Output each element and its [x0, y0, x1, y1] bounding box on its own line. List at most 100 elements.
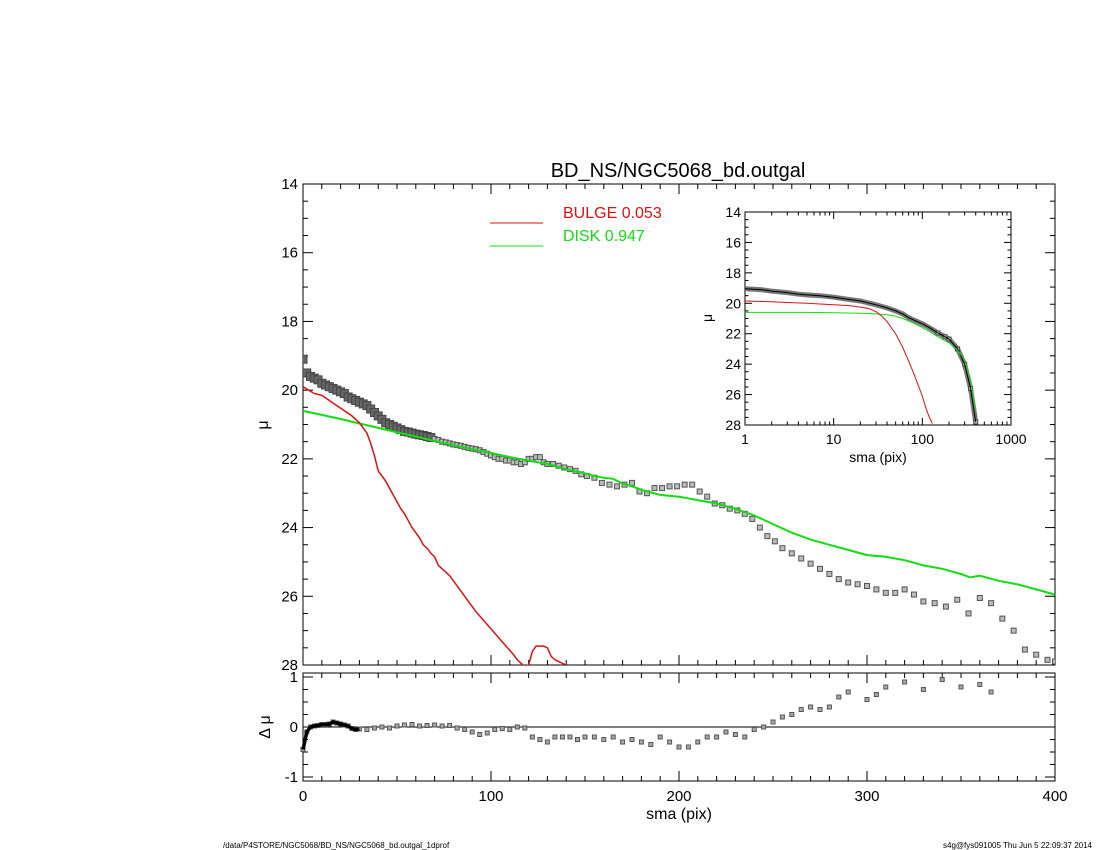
residual-point	[789, 712, 795, 717]
main-data-point	[988, 600, 995, 607]
inset-log-panel: 14 16 18 20 22 24 26 281 10 100 1000 sma (pix) μ	[699, 204, 1027, 465]
residual-point	[704, 734, 710, 740]
residual-point	[761, 724, 767, 730]
residual-point	[779, 714, 785, 720]
main-profile-panel: 14 16 18 20 22 24 26 28 μ BULGE 0.053 DISK 0.947	[255, 176, 1056, 674]
residual-point	[499, 726, 505, 731]
main-data-point	[976, 595, 983, 602]
residual-point	[732, 732, 738, 737]
residual-point	[544, 739, 550, 745]
residual-point	[610, 734, 616, 740]
residual-point	[817, 707, 823, 712]
inset-bulge-line	[745, 300, 933, 424]
main-data-point	[854, 581, 861, 588]
main-data-point	[826, 570, 833, 577]
residual-point	[883, 684, 889, 690]
residual-point	[714, 734, 720, 740]
main-data-point	[901, 586, 908, 593]
chart-title: BD_NS/NGC5068_bd.outgal	[551, 160, 806, 182]
inset-x-tick-label: 1	[741, 431, 749, 447]
main-data-point	[689, 481, 696, 488]
residual-point	[529, 734, 535, 740]
residual-point	[723, 729, 729, 735]
inset-y-axis-label: μ	[699, 314, 715, 322]
main-data-point	[1052, 658, 1055, 665]
residual-point	[902, 679, 908, 685]
residual-point	[620, 739, 626, 745]
residual-point	[958, 684, 964, 690]
residual-x-tick-label: 0	[299, 788, 307, 805]
main-data-point	[845, 579, 852, 586]
main-data-point	[807, 560, 814, 567]
main-data-point	[942, 603, 949, 610]
residual-point	[492, 727, 498, 732]
residual-point	[409, 722, 415, 727]
residual-point	[826, 704, 832, 710]
main-data-point	[771, 538, 778, 545]
main-data-point	[873, 586, 880, 593]
residual-point	[920, 687, 926, 692]
residual-point	[939, 677, 945, 682]
residual-point	[629, 737, 635, 742]
main-data-point	[999, 615, 1006, 622]
main-data-point	[681, 481, 688, 488]
residual-point	[864, 697, 870, 702]
main-data-point	[756, 524, 763, 531]
main-data-point	[598, 479, 605, 486]
residual-point	[657, 734, 663, 740]
main-data-point	[704, 493, 711, 500]
main-data-point	[798, 555, 805, 562]
main-data-point	[613, 483, 620, 490]
residual-x-tick-label: 100	[478, 788, 503, 805]
main-y-tick-label: 16	[281, 245, 298, 262]
residual-point	[751, 727, 757, 732]
residual-point	[469, 729, 475, 735]
main-data-point	[931, 600, 938, 607]
residual-point	[477, 732, 483, 737]
main-data-point	[659, 485, 666, 492]
residual-point	[695, 739, 701, 745]
main-data-point	[911, 591, 917, 598]
residual-point	[977, 682, 983, 687]
inset-y-tick-label: 28	[725, 417, 741, 433]
residual-y-tick-label: -1	[285, 769, 298, 786]
main-data-point	[764, 533, 771, 540]
inset-x-axis-label: sma (pix)	[849, 449, 907, 465]
main-data-point	[788, 550, 795, 557]
x-axis-label: sma (pix)	[646, 806, 712, 823]
main-data-point	[779, 545, 786, 552]
residual-x-tick-label: 200	[666, 788, 691, 805]
residual-point	[439, 723, 445, 729]
legend-label-bulge: BULGE 0.053	[563, 205, 662, 222]
footer-file-path: /data/P4STORE/NGC5068/BD_NS/NGC5068_bd.o…	[223, 841, 450, 850]
residual-point	[462, 727, 468, 732]
residual-point	[522, 725, 528, 731]
disk-model-line	[303, 409, 1055, 596]
residual-point	[424, 723, 430, 728]
inset-y-tick-label: 26	[725, 387, 741, 403]
main-y-tick-label: 20	[281, 382, 298, 399]
residual-point	[836, 694, 842, 700]
residual-point	[394, 723, 400, 729]
inset-y-tick-label: 18	[725, 265, 741, 281]
residual-point	[386, 725, 392, 731]
residual-point	[417, 723, 423, 729]
inset-disk-line	[745, 311, 977, 410]
main-data-point	[920, 598, 927, 605]
residual-point	[447, 723, 453, 728]
residual-point	[988, 689, 994, 695]
residual-point	[648, 742, 654, 747]
main-data-point	[303, 354, 308, 364]
residual-point	[371, 725, 377, 731]
main-data-point	[651, 485, 658, 492]
residual-point	[484, 730, 490, 736]
main-y-tick-label: 18	[281, 313, 298, 330]
inset-x-tick-label: 1000	[995, 431, 1026, 447]
residual-point	[432, 722, 438, 728]
residual-point	[667, 739, 673, 745]
legend-label-disk: DISK 0.947	[563, 228, 645, 245]
inset-x-tick-label: 100	[911, 431, 935, 447]
main-data-point	[892, 589, 899, 596]
